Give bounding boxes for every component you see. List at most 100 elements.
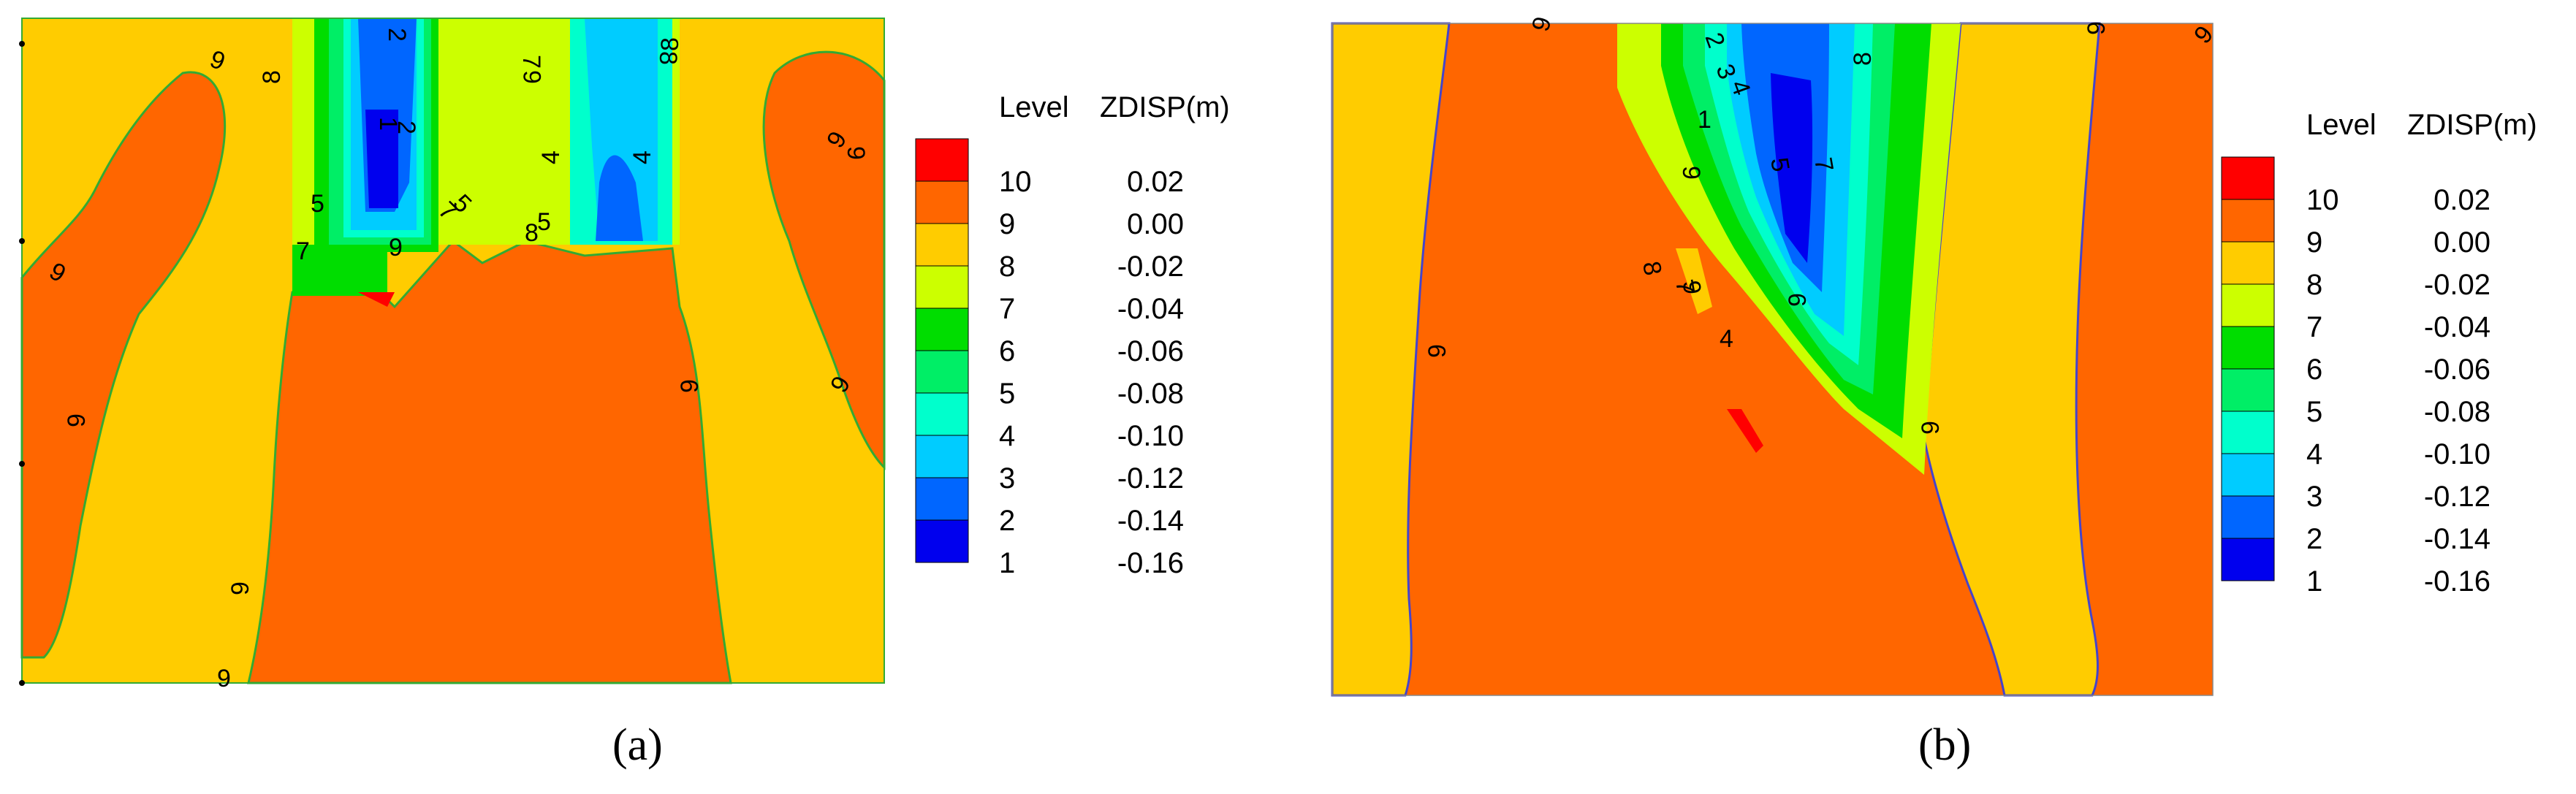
legend-value-label: -0.12 (2424, 481, 2490, 513)
legend-header-value: ZDISP(m) (1100, 91, 1230, 123)
legend-level-label: 8 (999, 251, 1015, 283)
legend-swatch-10 (915, 138, 969, 182)
region-level6-bottom-a (292, 245, 387, 296)
subplot-label-a: (a) (612, 720, 663, 770)
region-level10-a (358, 292, 395, 307)
legend-value-label: -0.14 (1117, 505, 1184, 537)
legend-swatch-4 (2221, 411, 2275, 454)
legend-level-label: 5 (2306, 396, 2322, 428)
contour-label: 5 (537, 208, 551, 236)
legend-swatch-3 (2221, 453, 2275, 497)
contour-label: 9 (1424, 344, 1451, 358)
legend-swatch-1 (915, 519, 969, 563)
legend-swatch-8 (915, 223, 969, 267)
legend-value-label: -0.04 (2424, 311, 2490, 343)
legend-level-label: 7 (999, 293, 1015, 325)
contour-label: 7 (296, 237, 310, 265)
legend-a: Level ZDISP(m) 10 0.02 9 0.00 8 -0.02 7 -0.04 6 -… (915, 91, 1230, 579)
contour-label: 8 (654, 51, 682, 65)
contour-plot-a: 9 8 2 7 6 8 8 9 4 4 1 2 5 7 5 7 9 8 5 9 … (19, 18, 1230, 692)
contour-label: 8 (1849, 52, 1877, 66)
legend-value-label: -0.16 (2424, 565, 2490, 598)
legend-level-label: 1 (2306, 565, 2322, 598)
legend-swatch-3 (915, 435, 969, 478)
contour-label: 9 (1677, 279, 1706, 295)
contour-label: 9 (227, 581, 254, 595)
subplot-label-b: (b) (1918, 720, 1972, 770)
contour-label: 4 (537, 150, 565, 164)
contour-label: 8 (525, 219, 539, 247)
contour-label: 9 (63, 413, 91, 427)
plot-border-b (1331, 23, 2214, 696)
contour-label: 4 (1720, 325, 1733, 353)
contour-label: 8 (656, 37, 684, 51)
legend-value-label: -0.04 (1117, 293, 1184, 325)
region-level2-right-a (596, 155, 643, 241)
legend-level-label: 8 (2306, 269, 2322, 301)
contour-label: 4 (628, 150, 656, 164)
legend-swatch-9 (2221, 199, 2275, 243)
legend-value-label: 0.02 (1127, 166, 1184, 198)
region-orange-right-a (762, 50, 886, 470)
legend-swatch-6 (2221, 326, 2275, 370)
legend-value-label: -0.06 (1117, 335, 1184, 367)
legend-level-label: 9 (2306, 226, 2322, 259)
legend-swatch-8 (2221, 241, 2275, 285)
legend-value-label: -0.12 (1117, 462, 1184, 495)
region-level10-b (1727, 409, 1763, 453)
legend-level-label: 4 (999, 420, 1015, 452)
legend-value-label: -0.06 (2424, 354, 2490, 386)
contour-label: 7 (517, 55, 545, 69)
region-level1-b (1771, 73, 1813, 263)
legend-level-label: 2 (999, 505, 1015, 537)
contour-label: 9 (2083, 21, 2110, 35)
axis-tick-a-4 (19, 680, 25, 686)
contour-label: 2 (392, 121, 420, 134)
contour-label: 9 (842, 146, 870, 160)
legend-level-label: 10 (2306, 184, 2339, 216)
legend-swatch-6 (915, 308, 969, 351)
contour-label: 6 (519, 70, 547, 84)
contour-label: 1 (374, 117, 402, 131)
contour-label: 9 (1677, 166, 1705, 180)
legend-level-label: 2 (2306, 523, 2322, 555)
plot-border-a (21, 18, 885, 684)
legend-level-label: 5 (999, 378, 1015, 410)
legend-header-level: Level (2306, 109, 2376, 141)
legend-b: Level ZDISP(m) 10 0.02 9 0.00 8 -0.02 7 -0.04 6 -… (2221, 109, 2537, 598)
legend-level-label: 6 (999, 335, 1015, 367)
region-level8-b (1676, 248, 1712, 314)
legend-swatch-1 (2221, 538, 2275, 581)
legend-swatch-2 (2221, 495, 2275, 539)
legend-value-label: -0.10 (1117, 420, 1184, 452)
subplot-b: 9 2 3 4 1 8 5 7 9 9 9 9 8 7 4 9 9 9 Leve… (1288, 0, 2576, 790)
legend-swatch-10 (2221, 156, 2275, 200)
contour-label: 5 (311, 190, 324, 218)
axis-tick-a-2 (19, 238, 25, 244)
contour-label: 1 (1698, 106, 1711, 134)
legend-level-label: 3 (2306, 481, 2322, 513)
legend-swatch-2 (915, 477, 969, 521)
legend-level-label: 1 (999, 547, 1015, 579)
contour-label: 9 (217, 665, 231, 692)
region-orange-left-a (20, 71, 227, 659)
axis-tick-a-1 (19, 41, 25, 47)
legend-value-label: -0.02 (1117, 251, 1184, 283)
legend-value-label: -0.08 (2424, 396, 2490, 428)
legend-value-label: 0.02 (2433, 184, 2490, 216)
subplot-a: 9 8 2 7 6 8 8 9 4 4 1 2 5 7 5 7 9 8 5 9 … (0, 0, 1288, 790)
legend-level-label: 9 (999, 208, 1015, 240)
legend-swatch-9 (915, 180, 969, 224)
legend-header-value: ZDISP(m) (2407, 109, 2537, 141)
legend-value-label: 0.00 (2433, 226, 2490, 259)
contour-label: 2 (383, 28, 411, 42)
contour-label: 9 (676, 379, 704, 393)
legend-swatch-5 (2221, 368, 2275, 412)
legend-value-label: 0.00 (1127, 208, 1184, 240)
legend-swatch-5 (915, 350, 969, 394)
region-orange-center-a (247, 239, 732, 684)
legend-value-label: -0.10 (2424, 438, 2490, 470)
contour-label: 9 (389, 234, 403, 262)
legend-value-label: -0.14 (2424, 523, 2490, 555)
legend-swatch-4 (915, 392, 969, 436)
